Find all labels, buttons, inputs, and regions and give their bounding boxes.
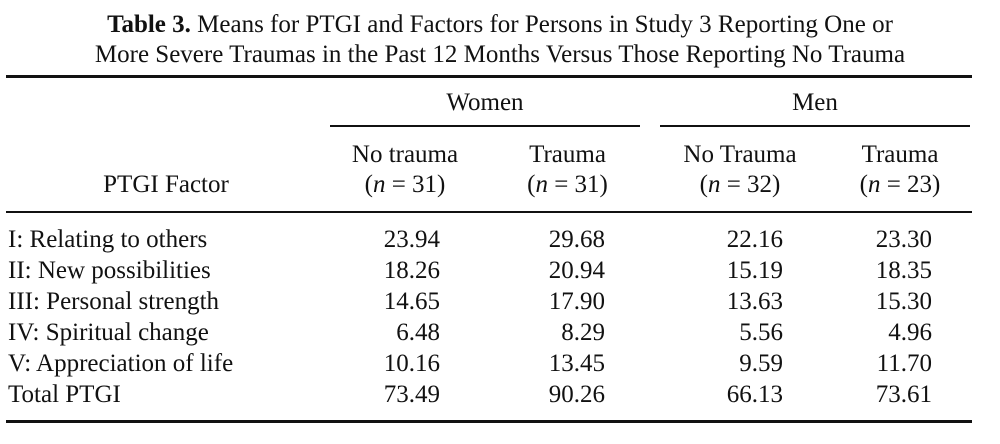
row-factor: II: New possibilities bbox=[8, 257, 211, 284]
women-underline bbox=[330, 125, 640, 127]
row-value: 6.48 bbox=[396, 319, 440, 346]
row-value: 10.16 bbox=[383, 350, 440, 377]
col-header-label-0: No trauma bbox=[351, 141, 459, 168]
group-header-men: Men bbox=[792, 89, 838, 116]
col-header-n-3: (n = 23) bbox=[859, 171, 941, 198]
row-factor: V: Appreciation of life bbox=[8, 350, 234, 377]
row-value: 9.59 bbox=[739, 350, 783, 377]
row-value: 22.16 bbox=[726, 226, 783, 253]
row-value: 11.70 bbox=[876, 350, 932, 377]
row-value: 20.94 bbox=[548, 257, 605, 284]
row-value: 8.29 bbox=[561, 319, 605, 346]
row-value: 18.35 bbox=[875, 257, 932, 284]
col-header-label-2: No Trauma bbox=[683, 141, 797, 168]
n-var-2: n bbox=[707, 171, 721, 198]
header-rule bbox=[6, 211, 972, 213]
row-value: 29.68 bbox=[548, 226, 605, 253]
n-var-0: n bbox=[372, 171, 386, 198]
row-value: 73.61 bbox=[875, 381, 932, 408]
group-header-women: Women bbox=[446, 89, 524, 116]
row-value: 14.65 bbox=[383, 288, 440, 315]
n-var-1: n bbox=[535, 171, 548, 198]
row-factor: I: Relating to others bbox=[8, 226, 208, 253]
table-caption: Table 3. Means for PTGI and Factors for … bbox=[0, 10, 1000, 70]
col-header-n-0: (n = 31) bbox=[364, 171, 446, 198]
row-value: 5.56 bbox=[739, 319, 783, 346]
col-header-n-2: (n = 32) bbox=[699, 171, 781, 198]
row-value: 73.49 bbox=[383, 381, 440, 408]
row-value: 23.94 bbox=[383, 226, 440, 253]
row-value: 90.26 bbox=[548, 381, 605, 408]
row-header-label: PTGI Factor bbox=[103, 171, 229, 198]
row-factor: Total PTGI bbox=[8, 381, 121, 408]
top-rule bbox=[6, 75, 972, 78]
col-header-n-1: (n = 31) bbox=[527, 171, 608, 198]
caption-line-1: Table 3. Means for PTGI and Factors for … bbox=[0, 10, 1000, 40]
n-rest-2: = 32) bbox=[720, 171, 781, 198]
n-var-3: n bbox=[867, 171, 881, 198]
col-header-label-3: Trauma bbox=[861, 141, 939, 168]
row-value: 15.30 bbox=[875, 288, 932, 315]
row-value: 66.13 bbox=[726, 381, 783, 408]
caption-label: Table 3. bbox=[107, 11, 191, 38]
row-factor: IV: Spiritual change bbox=[8, 319, 209, 346]
bottom-rule bbox=[6, 420, 972, 423]
men-underline bbox=[660, 125, 970, 127]
row-value: 4.96 bbox=[888, 319, 932, 346]
col-header-label-1: Trauma bbox=[529, 141, 606, 168]
row-value: 23.30 bbox=[875, 226, 932, 253]
n-rest-1: = 31) bbox=[547, 171, 608, 198]
row-value: 17.90 bbox=[548, 288, 605, 315]
row-value: 18.26 bbox=[383, 257, 440, 284]
n-rest-0: = 31) bbox=[385, 171, 446, 198]
n-rest-3: = 23) bbox=[880, 171, 941, 198]
caption-text-2: More Severe Traumas in the Past 12 Month… bbox=[94, 41, 906, 68]
row-value: 15.19 bbox=[726, 257, 783, 284]
row-value: 13.45 bbox=[548, 350, 605, 377]
row-factor: III: Personal strength bbox=[8, 288, 220, 315]
row-value: 13.63 bbox=[726, 288, 783, 315]
caption-text-1: Means for PTGI and Factors for Persons i… bbox=[197, 11, 893, 38]
